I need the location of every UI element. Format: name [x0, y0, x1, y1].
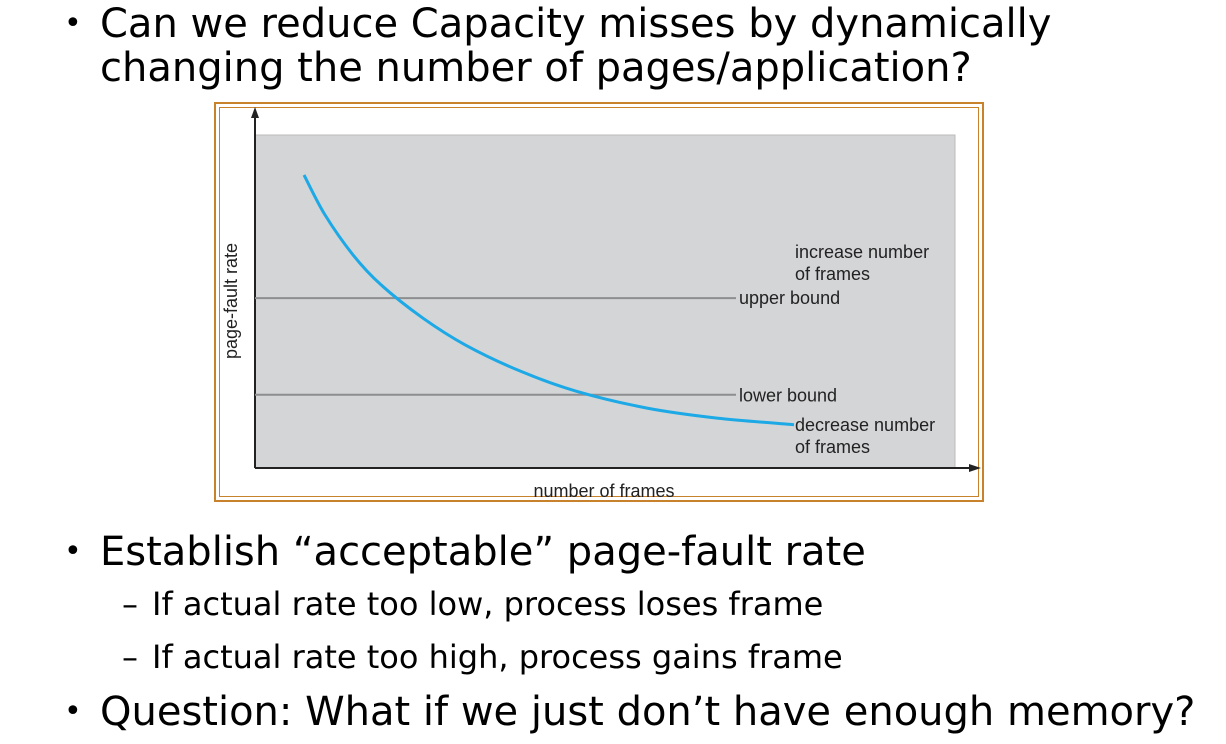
bullet-capacity-misses: • Can we reduce Capacity misses by dynam…: [64, 1, 1210, 91]
sub-bullet-rate-too-high: – If actual rate too high, process gains…: [122, 638, 843, 676]
increase-annotation-line2: of frames: [795, 264, 870, 284]
sub-bullet-text: If actual rate too low, process loses fr…: [152, 585, 824, 623]
sub-bullet-text: If actual rate too high, process gains f…: [152, 638, 843, 676]
y-axis-label: page-fault rate: [221, 243, 241, 359]
bullet-acceptable-rate: • Establish “acceptable” page-fault rate: [64, 529, 866, 575]
decrease-annotation-line1: decrease number: [795, 415, 935, 435]
decrease-annotation-line2: of frames: [795, 437, 870, 457]
bullet-question-memory: • Question: What if we just don’t have e…: [64, 689, 1196, 735]
bullet-text: Establish “acceptable” page-fault rate: [100, 529, 866, 575]
dash-glyph: –: [122, 638, 138, 676]
plot-area: [254, 134, 956, 469]
bullet-glyph: •: [64, 694, 82, 729]
x-axis-arrow: [969, 464, 981, 472]
lower-bound-label: lower bound: [739, 386, 837, 406]
bullet-glyph: •: [64, 6, 82, 41]
page-fault-frequency-figure: upper bound lower bound increase number …: [214, 102, 984, 502]
x-axis-label: number of frames: [533, 481, 674, 501]
bullet-text: Question: What if we just don’t have eno…: [100, 689, 1196, 735]
bullet-text: Can we reduce Capacity misses by dynamic…: [100, 1, 1052, 91]
y-axis-arrow: [251, 107, 259, 118]
page-fault-curve: [302, 174, 795, 427]
bullet-glyph: •: [64, 534, 82, 569]
dash-glyph: –: [122, 585, 138, 623]
increase-annotation-line1: increase number: [795, 242, 929, 262]
sub-bullet-rate-too-low: – If actual rate too low, process loses …: [122, 585, 824, 623]
page-fault-chart: upper bound lower bound increase number …: [221, 107, 981, 501]
upper-bound-label: upper bound: [739, 288, 840, 308]
